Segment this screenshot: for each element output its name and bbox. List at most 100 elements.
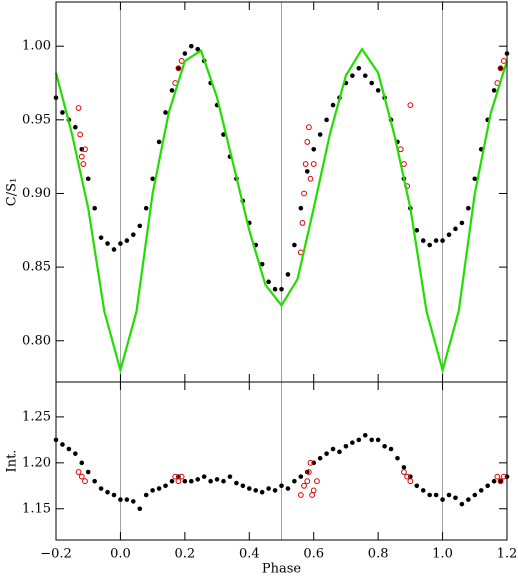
point	[498, 478, 503, 484]
point	[414, 483, 420, 489]
point	[472, 176, 478, 182]
point	[105, 241, 110, 246]
point	[60, 110, 65, 115]
point	[382, 444, 387, 449]
point	[388, 446, 394, 452]
point	[317, 132, 323, 137]
point	[440, 238, 445, 243]
x-tick-label: 1.0	[432, 547, 453, 562]
y-axis-label: Int.	[5, 450, 20, 473]
point	[85, 469, 91, 475]
point	[266, 279, 271, 285]
point	[131, 499, 136, 504]
point	[285, 272, 291, 277]
point	[472, 492, 478, 498]
y-tick-label: 0.90	[22, 186, 51, 201]
point	[356, 437, 362, 443]
open-point	[314, 478, 320, 485]
open-point	[172, 473, 179, 480]
point	[279, 286, 284, 292]
point	[459, 501, 465, 507]
point	[433, 238, 439, 243]
point	[73, 451, 78, 456]
point	[189, 478, 194, 484]
point	[362, 432, 368, 438]
point	[105, 489, 110, 495]
open-point	[497, 65, 504, 72]
point	[92, 478, 97, 484]
point	[491, 88, 497, 93]
open-point	[307, 175, 314, 182]
open-point	[310, 487, 317, 494]
open-point	[407, 102, 414, 109]
point	[176, 65, 181, 71]
y-tick-label: 0.85	[22, 260, 51, 275]
point	[350, 73, 355, 78]
point	[111, 492, 117, 498]
point	[395, 455, 400, 461]
x-tick-label: 0.2	[175, 547, 196, 562]
point	[163, 483, 168, 489]
y-tick-label: 0.95	[22, 112, 51, 127]
open-point	[301, 482, 307, 489]
point	[143, 492, 149, 498]
open-point	[78, 473, 85, 480]
point	[182, 478, 188, 484]
point	[195, 477, 201, 482]
point	[285, 486, 291, 491]
open-point	[404, 473, 411, 480]
point	[98, 235, 104, 240]
point	[234, 480, 239, 486]
point	[485, 483, 490, 489]
point	[337, 449, 342, 455]
point	[124, 238, 130, 243]
open-point	[75, 469, 82, 475]
open-point	[302, 161, 309, 167]
point	[169, 88, 175, 93]
point	[324, 117, 329, 123]
point	[375, 437, 381, 443]
point	[324, 451, 329, 456]
point	[118, 241, 123, 246]
point	[201, 474, 207, 479]
point	[227, 474, 233, 479]
point	[124, 497, 130, 502]
point	[491, 478, 497, 484]
open-point	[305, 469, 312, 475]
point	[356, 65, 362, 71]
point	[272, 286, 278, 292]
open-point	[301, 190, 307, 197]
point	[156, 486, 162, 491]
open-point	[494, 473, 501, 480]
point	[150, 488, 155, 493]
point	[221, 478, 226, 484]
open-point	[407, 478, 414, 485]
open-point	[497, 478, 504, 485]
x-tick-label: −0.2	[40, 547, 72, 562]
y-tick-label: 1.15	[22, 501, 51, 516]
x-tick-label: 1.2	[497, 547, 518, 562]
point	[466, 205, 471, 211]
point	[427, 242, 432, 248]
point	[362, 73, 368, 78]
model-line	[54, 47, 509, 375]
point	[420, 238, 426, 243]
point	[118, 497, 123, 502]
point	[330, 102, 336, 108]
point	[317, 455, 323, 461]
open-point	[304, 139, 311, 145]
open-point	[175, 478, 182, 485]
open-point	[299, 220, 306, 226]
point	[259, 261, 265, 267]
point	[446, 232, 452, 238]
point	[414, 227, 420, 233]
open-point	[401, 469, 407, 475]
x-tick-label: 0.8	[368, 547, 389, 562]
point	[369, 80, 375, 86]
point	[466, 497, 471, 502]
open-point	[500, 473, 507, 480]
open-point	[75, 105, 82, 111]
point	[266, 486, 271, 491]
point	[98, 486, 104, 491]
open-point	[175, 65, 182, 72]
